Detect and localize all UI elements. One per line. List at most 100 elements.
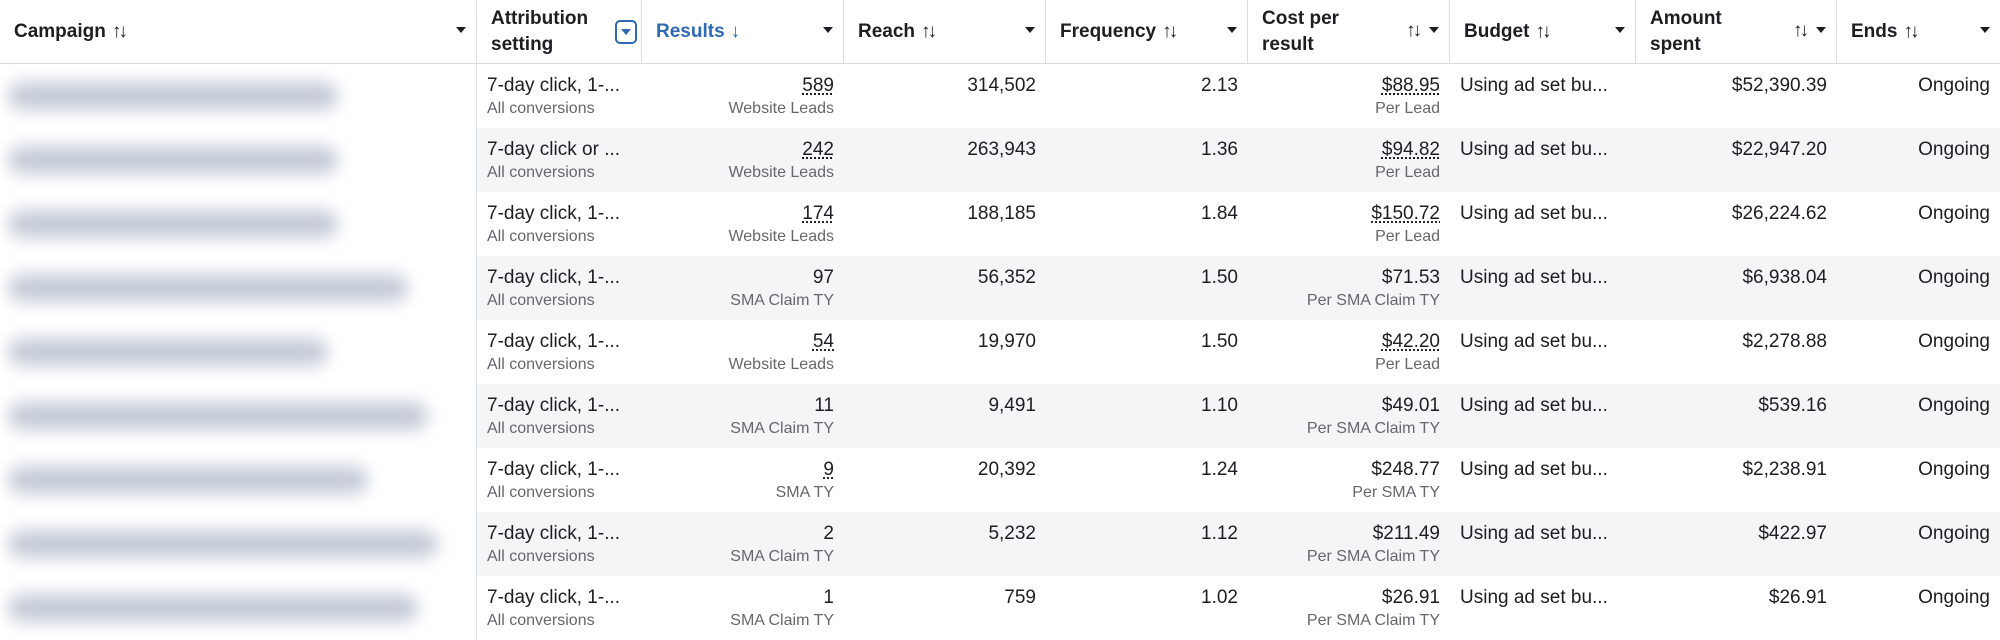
metric-link[interactable]: 174 (802, 203, 834, 224)
cost-per-result-value[interactable]: $49.01 (1381, 395, 1440, 416)
results-value[interactable]: 97 (812, 267, 834, 288)
cost-per-result-value[interactable]: $88.95 (1258, 74, 1440, 98)
filter-dropdown-icon[interactable] (615, 20, 637, 44)
sort-arrows-icon[interactable]: ↑↓ (1535, 20, 1551, 42)
caret-down-icon[interactable] (456, 27, 466, 33)
metric-link[interactable]: $94.82 (1381, 139, 1440, 160)
sort-arrows-icon[interactable]: ↑↓ (1903, 20, 1919, 42)
column-header-cost-per-result[interactable]: Cost per result ↑↓ (1248, 0, 1450, 63)
table-row[interactable]: 7-day click, 1-... All conversions 97 SM… (0, 256, 2000, 320)
campaign-name-cell[interactable] (0, 128, 477, 192)
results-value[interactable]: 1 (823, 587, 834, 608)
results-value[interactable]: 242 (652, 138, 834, 162)
results-value[interactable]: 9 (652, 458, 834, 482)
cost-per-result-value[interactable]: $94.82 (1258, 138, 1440, 162)
cost-per-result-value[interactable]: $26.91 (1381, 587, 1440, 608)
cost-per-result-value[interactable]: $150.72 (1258, 202, 1440, 226)
sort-arrows-icon[interactable]: ↑↓ (111, 20, 128, 42)
column-label-frequency: Frequency (1060, 20, 1157, 42)
campaign-name-cell[interactable] (0, 256, 477, 320)
column-header-campaign[interactable]: Campaign ↑↓ (0, 0, 477, 63)
column-header-amount-spent[interactable]: Amount spent ↑↓ (1636, 0, 1837, 63)
metric-link[interactable]: 589 (802, 75, 834, 96)
cost-per-result-subtext: Per SMA Claim TY (1306, 292, 1440, 309)
caret-down-icon[interactable] (1025, 27, 1035, 33)
arrow-down-icon[interactable]: ↓ (730, 20, 741, 42)
table-row[interactable]: 7-day click, 1-... All conversions 589 W… (0, 64, 2000, 128)
table-row[interactable]: 7-day click, 1-... All conversions 11 SM… (0, 384, 2000, 448)
attribution-label-line2: setting (491, 33, 554, 55)
results-subtext: Website Leads (728, 100, 834, 117)
results-cell: 11 SMA Claim TY (642, 384, 844, 448)
budget-value: Using ad set bu... (1460, 459, 1608, 480)
cost-per-result-cell: $26.91 Per SMA Claim TY (1248, 576, 1450, 640)
caret-down-icon[interactable] (1980, 27, 1990, 33)
table-row[interactable]: 7-day click, 1-... All conversions 174 W… (0, 192, 2000, 256)
amount-spent-cell: $2,238.91 (1636, 448, 1837, 512)
column-header-frequency[interactable]: Frequency ↑↓ (1046, 0, 1248, 63)
caret-down-icon[interactable] (1615, 27, 1625, 33)
column-header-results[interactable]: Results ↓ (642, 0, 844, 63)
sort-arrows-icon[interactable]: ↑↓ (1406, 20, 1422, 41)
results-value[interactable]: 54 (652, 330, 834, 354)
cost-per-result-cell: $88.95 Per Lead (1248, 64, 1450, 128)
campaign-name-cell[interactable] (0, 320, 477, 384)
budget-cell: Using ad set bu... (1450, 320, 1636, 384)
metric-link[interactable]: $88.95 (1381, 75, 1440, 96)
metric-link[interactable]: 54 (812, 331, 834, 352)
table-row[interactable]: 7-day click, 1-... All conversions 54 We… (0, 320, 2000, 384)
ends-cell: Ongoing (1837, 512, 2000, 576)
column-label-attribution: Attribution setting (491, 6, 588, 58)
ends-value: Ongoing (1918, 203, 1990, 224)
results-value[interactable]: 2 (823, 523, 834, 544)
cost-per-result-value[interactable]: $42.20 (1258, 330, 1440, 354)
budget-value: Using ad set bu... (1460, 139, 1608, 160)
caret-down-icon[interactable] (823, 27, 833, 33)
attribution-subtext: All conversions (487, 292, 595, 309)
metric-link[interactable]: 242 (802, 139, 834, 160)
sort-arrows-icon[interactable]: ↑↓ (921, 20, 937, 42)
sort-arrows-icon[interactable]: ↑↓ (1162, 20, 1178, 42)
amount-spent-cell: $52,390.39 (1636, 64, 1837, 128)
results-value[interactable]: 174 (652, 202, 834, 226)
campaign-name-cell[interactable] (0, 384, 477, 448)
campaign-name-cell[interactable] (0, 192, 477, 256)
cost-per-result-cell: $42.20 Per Lead (1248, 320, 1450, 384)
caret-down-icon[interactable] (1227, 27, 1237, 33)
column-label-amount-spent: Amount spent (1650, 6, 1722, 58)
table-row[interactable]: 7-day click, 1-... All conversions 2 SMA… (0, 512, 2000, 576)
blurred-campaign-name (8, 338, 328, 366)
results-value[interactable]: 589 (652, 74, 834, 98)
cost-per-result-value[interactable]: $71.53 (1381, 267, 1440, 288)
column-header-budget[interactable]: Budget ↑↓ (1450, 0, 1636, 63)
caret-down-icon[interactable] (1816, 27, 1826, 33)
cost-per-result-subtext: Per Lead (1375, 164, 1440, 181)
campaign-name-cell[interactable] (0, 64, 477, 128)
results-value[interactable]: 11 (814, 395, 834, 416)
column-header-attribution[interactable]: Attribution setting (477, 0, 642, 63)
frequency-cell: 2.13 (1046, 64, 1248, 128)
results-cell: 242 Website Leads (642, 128, 844, 192)
cost-per-result-subtext: Per SMA Claim TY (1306, 420, 1440, 437)
cost-per-result-cell: $211.49 Per SMA Claim TY (1248, 512, 1450, 576)
table-row[interactable]: 7-day click or ... All conversions 242 W… (0, 128, 2000, 192)
campaign-name-cell[interactable] (0, 512, 477, 576)
metric-link[interactable]: $150.72 (1371, 203, 1440, 224)
campaign-name-cell[interactable] (0, 576, 477, 640)
cost-per-result-value[interactable]: $248.77 (1371, 459, 1440, 480)
cost-label-line1: Cost per (1262, 7, 1340, 29)
attribution-subtext: All conversions (487, 612, 595, 629)
reach-value: 263,943 (967, 139, 1036, 160)
column-header-ends[interactable]: Ends ↑↓ (1837, 0, 2000, 63)
frequency-cell: 1.24 (1046, 448, 1248, 512)
metric-link[interactable]: 9 (823, 459, 834, 480)
campaign-name-cell[interactable] (0, 448, 477, 512)
cost-per-result-value[interactable]: $211.49 (1372, 523, 1440, 544)
attribution-cell: 7-day click, 1-... All conversions (477, 320, 642, 384)
metric-link[interactable]: $42.20 (1381, 331, 1440, 352)
caret-down-icon[interactable] (1429, 27, 1439, 33)
table-row[interactable]: 7-day click, 1-... All conversions 9 SMA… (0, 448, 2000, 512)
column-header-reach[interactable]: Reach ↑↓ (844, 0, 1046, 63)
table-row[interactable]: 7-day click, 1-... All conversions 1 SMA… (0, 576, 2000, 640)
sort-arrows-icon[interactable]: ↑↓ (1793, 20, 1809, 41)
